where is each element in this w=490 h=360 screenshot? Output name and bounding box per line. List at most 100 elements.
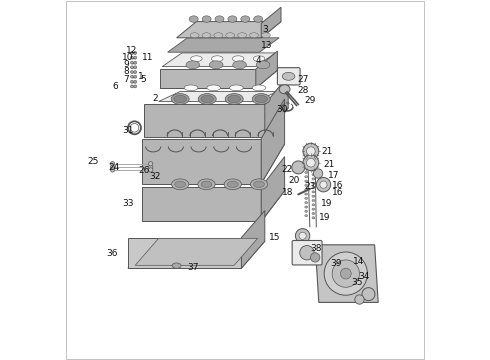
Polygon shape	[160, 69, 256, 88]
Circle shape	[134, 71, 137, 73]
Ellipse shape	[229, 85, 243, 91]
Ellipse shape	[224, 179, 242, 190]
Text: 29: 29	[304, 96, 316, 105]
Text: 11: 11	[143, 53, 154, 62]
Circle shape	[362, 288, 375, 301]
Ellipse shape	[171, 94, 189, 104]
Circle shape	[307, 147, 315, 156]
Circle shape	[332, 260, 360, 287]
Ellipse shape	[312, 191, 315, 193]
Circle shape	[307, 158, 315, 167]
Ellipse shape	[305, 189, 308, 191]
Ellipse shape	[312, 182, 315, 184]
Ellipse shape	[305, 210, 308, 212]
Ellipse shape	[174, 95, 187, 103]
Text: 23: 23	[304, 182, 316, 191]
Ellipse shape	[184, 85, 198, 91]
Ellipse shape	[312, 174, 315, 176]
Ellipse shape	[305, 193, 308, 195]
Ellipse shape	[305, 154, 308, 156]
Ellipse shape	[312, 199, 315, 202]
Ellipse shape	[305, 206, 308, 208]
Ellipse shape	[202, 33, 211, 38]
Circle shape	[134, 80, 137, 83]
Circle shape	[299, 232, 306, 239]
Ellipse shape	[186, 61, 199, 69]
Polygon shape	[261, 7, 281, 38]
Text: 6: 6	[113, 82, 118, 91]
Circle shape	[148, 165, 153, 170]
Ellipse shape	[189, 16, 198, 22]
Text: 37: 37	[187, 263, 199, 271]
Ellipse shape	[305, 180, 308, 182]
Circle shape	[134, 75, 137, 78]
Polygon shape	[128, 238, 242, 268]
Ellipse shape	[198, 179, 215, 190]
Ellipse shape	[312, 204, 315, 206]
Ellipse shape	[305, 163, 308, 165]
Ellipse shape	[305, 184, 308, 186]
Ellipse shape	[305, 158, 308, 161]
Text: 5: 5	[141, 76, 147, 85]
Text: 18: 18	[282, 188, 294, 197]
Polygon shape	[143, 191, 285, 221]
Ellipse shape	[252, 85, 266, 91]
Circle shape	[292, 161, 305, 174]
Ellipse shape	[191, 56, 202, 62]
Ellipse shape	[238, 33, 246, 38]
Polygon shape	[160, 70, 277, 88]
Ellipse shape	[232, 56, 244, 62]
Circle shape	[316, 177, 331, 192]
Ellipse shape	[305, 171, 308, 174]
Polygon shape	[176, 22, 281, 38]
Circle shape	[130, 56, 133, 59]
Ellipse shape	[255, 95, 268, 103]
Polygon shape	[135, 238, 258, 265]
Circle shape	[148, 168, 153, 172]
Text: 28: 28	[297, 86, 309, 95]
Polygon shape	[265, 76, 288, 137]
Ellipse shape	[279, 85, 290, 94]
Text: 17: 17	[328, 171, 339, 180]
Circle shape	[134, 56, 137, 59]
Ellipse shape	[312, 195, 315, 197]
Circle shape	[311, 253, 320, 262]
Ellipse shape	[254, 16, 263, 22]
Text: 39: 39	[331, 259, 342, 268]
Ellipse shape	[312, 178, 315, 180]
Ellipse shape	[312, 208, 315, 210]
Circle shape	[134, 85, 137, 88]
Ellipse shape	[226, 33, 235, 38]
Circle shape	[130, 61, 133, 64]
Text: 1: 1	[138, 72, 144, 81]
FancyBboxPatch shape	[292, 240, 322, 265]
Ellipse shape	[207, 85, 220, 91]
Circle shape	[295, 229, 310, 243]
Circle shape	[134, 66, 137, 69]
Text: 26: 26	[139, 166, 150, 175]
Ellipse shape	[312, 161, 315, 163]
Ellipse shape	[228, 16, 237, 22]
Ellipse shape	[312, 156, 315, 158]
Text: 16: 16	[332, 181, 343, 190]
Polygon shape	[168, 38, 279, 52]
Ellipse shape	[201, 95, 214, 103]
Text: 9: 9	[123, 60, 129, 69]
Circle shape	[130, 75, 133, 78]
Polygon shape	[162, 53, 275, 67]
Circle shape	[300, 246, 314, 260]
Text: 3: 3	[262, 25, 268, 34]
Circle shape	[148, 162, 153, 166]
Ellipse shape	[312, 169, 315, 171]
Text: 33: 33	[122, 199, 133, 208]
Circle shape	[110, 165, 115, 170]
Text: 4: 4	[255, 55, 261, 65]
Text: 31: 31	[122, 126, 134, 135]
Ellipse shape	[261, 33, 270, 38]
Circle shape	[320, 181, 327, 188]
Circle shape	[130, 85, 133, 88]
Text: 24: 24	[108, 163, 120, 172]
Text: 10: 10	[122, 53, 133, 62]
Ellipse shape	[256, 61, 270, 69]
Ellipse shape	[253, 56, 265, 62]
